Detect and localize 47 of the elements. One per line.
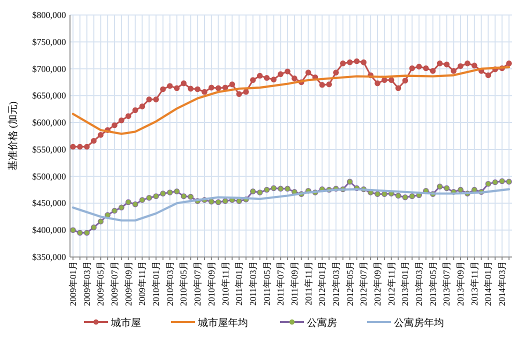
- y-tick-label: $500,000: [32, 171, 66, 182]
- x-tick-label: 2011年05月: [262, 261, 272, 306]
- y-tick-label: $750,000: [32, 36, 66, 47]
- x-tick-label: 2009年07月: [110, 261, 120, 306]
- x-tick-label: 2010年07月: [192, 261, 203, 306]
- x-tick-label: 2010年05月: [178, 261, 189, 306]
- x-tick-label: 2012年03月: [330, 261, 341, 306]
- x-tick-label: 2013年11月: [469, 261, 480, 306]
- x-tick-label: 2010年11月: [220, 261, 230, 306]
- x-tick-label: 2011年07月: [276, 261, 286, 306]
- y-tick-label: $650,000: [32, 90, 66, 101]
- x-tick-label: 2009年05月: [96, 261, 106, 306]
- y-tick-label: $800,000: [32, 10, 66, 20]
- y-tick-label: $400,000: [32, 225, 66, 236]
- x-tick-label: 2011年09月: [289, 261, 300, 306]
- x-tick-label: 2011年11月: [303, 261, 314, 306]
- x-tick-label: 2009年11月: [137, 261, 148, 306]
- x-tick-label: 2012年07月: [358, 261, 369, 306]
- legend-label: 城市屋: [110, 317, 141, 329]
- x-tick-label: 2012年01月: [317, 261, 328, 306]
- legend-label: 城市屋年均: [197, 317, 248, 329]
- y-tick-label: $350,000: [32, 252, 66, 262]
- y-tick-label: $550,000: [32, 144, 66, 154]
- x-tick-label: 2014年03月: [497, 261, 508, 306]
- legend-label: 公寓房: [307, 317, 337, 329]
- x-tick-label: 2013年09月: [456, 261, 466, 306]
- x-tick-label: 2013年03月: [414, 261, 424, 306]
- x-tick-label: 2009年09月: [123, 261, 134, 306]
- x-tick-label: 2014年01月: [483, 261, 494, 306]
- x-tick-label: 2009年03月: [82, 261, 92, 306]
- legend-label: 公寓房年均: [394, 317, 444, 329]
- x-tick-label: 2012年09月: [372, 261, 383, 306]
- x-tick-label: 2013年07月: [442, 261, 452, 306]
- x-tick-label: 2013年01月: [400, 261, 410, 306]
- x-tick-label: 2010年09月: [206, 261, 216, 306]
- y-tick-label: $700,000: [32, 64, 66, 74]
- x-tick-label: 2009年01月: [68, 261, 78, 306]
- y-tick-label: $450,000: [32, 198, 66, 208]
- y-axis-title: 基准价格 (加元): [7, 101, 19, 171]
- x-tick-label: 2011年03月: [248, 261, 258, 306]
- x-tick-label: 2011年01月: [234, 261, 244, 306]
- x-tick-label: 2012年05月: [344, 261, 355, 306]
- x-tick-label: 2010年01月: [151, 261, 162, 306]
- y-tick-label: $600,000: [32, 118, 66, 128]
- x-tick-label: 2010年03月: [164, 261, 175, 306]
- x-tick-label: 2012年11月: [386, 261, 396, 306]
- x-tick-label: 2013年05月: [428, 261, 438, 306]
